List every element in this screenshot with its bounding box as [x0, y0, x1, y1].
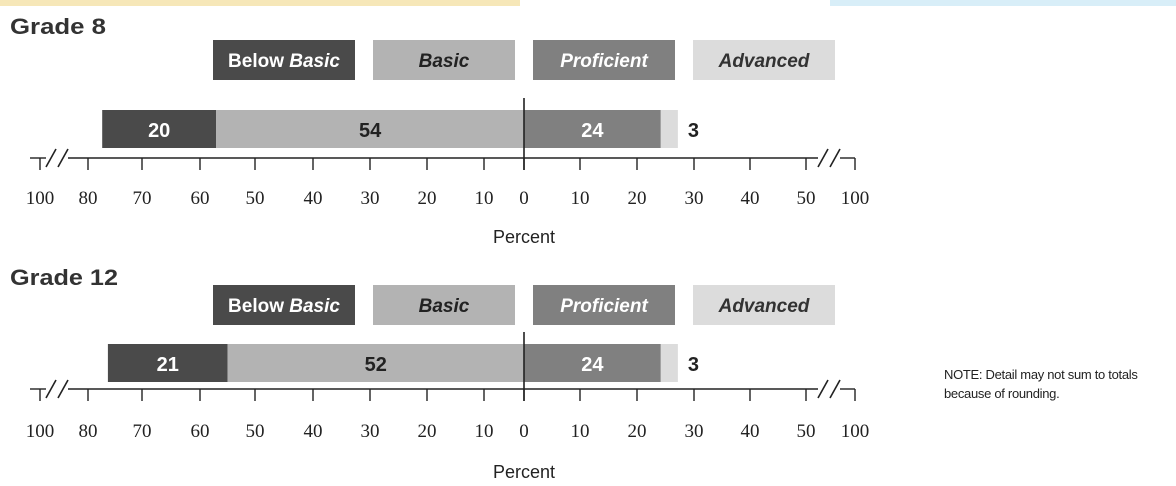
panel-2-tick-label-6: 40	[304, 421, 323, 442]
panel-1-tick-label-6: 40	[304, 188, 323, 209]
panel-2-axis-break-mark-2	[57, 379, 69, 399]
panel-1-tick-label-16: 100	[841, 188, 870, 209]
panel-2-bar-basic	[227, 344, 524, 382]
panel-1-xlabel: Percent	[493, 227, 555, 247]
panel-2-legend-label-2: Basic	[419, 296, 470, 317]
panel-1-tick-label-9: 10	[475, 188, 494, 209]
panel-2-tick-label-8: 20	[418, 421, 437, 442]
panel-1-legend-swatch-1	[213, 40, 355, 80]
panel-1-tick-label-12: 20	[628, 188, 647, 209]
panel-2-tick-label-14: 40	[741, 421, 760, 442]
panel-2-tick-label-5: 50	[246, 421, 265, 442]
panel-2-tick-label-7: 30	[361, 421, 380, 442]
panel-2-axis-break-mark-3	[817, 379, 829, 399]
top-strip-left	[0, 0, 520, 6]
panel-2-legend-swatch-2	[373, 285, 515, 325]
panel-2-tick-label-15: 50	[797, 421, 816, 442]
panel-2-bar-proficient-label: 24	[581, 354, 604, 376]
panel-1-axis-break-mark-3	[817, 148, 829, 168]
panel-2-legend-label-3: Proficient	[560, 296, 648, 317]
panel-1-title: Grade 8	[10, 14, 106, 39]
panel-2-bar-advanced-label: 3	[688, 354, 699, 376]
panel-2-legend-label-1: Below Basic	[228, 296, 340, 317]
panel-1-bar-below-basic	[102, 110, 217, 148]
panel-1-tick-label-11: 10	[571, 188, 590, 209]
panel-1-legend-swatch-3	[533, 40, 675, 80]
panel-1-axis-break-mark-4	[829, 148, 841, 168]
note-text: NOTE: Detail may not sum to totals becau…	[944, 367, 1138, 401]
panel-1-tick-label-14: 40	[741, 188, 760, 209]
panel-2-tick-label-1: 100	[26, 421, 55, 442]
panel-1-tick-label-15: 50	[797, 188, 816, 209]
panel-1-bar-advanced-label: 3	[688, 120, 699, 142]
panel-2-tick-label-16: 100	[841, 421, 870, 442]
panel-1-axis-break-mark-1	[45, 148, 57, 168]
panel-1-bar-below-basic-label: 20	[148, 120, 170, 142]
panel-2-legend-swatch-4	[693, 285, 835, 325]
panel-2-bar-below-basic	[107, 344, 228, 382]
panel-2-legend-label-4: Advanced	[718, 296, 810, 317]
panel-1-legend-label-3: Proficient	[560, 51, 648, 72]
panel-1-legend-swatch-2	[373, 40, 515, 80]
panel-2-bar-proficient	[524, 344, 661, 382]
panel-1-legend-label-1: Below Basic	[228, 51, 340, 72]
panel-1-tick-label-5: 50	[246, 188, 265, 209]
panel-1-bar-proficient-label: 24	[581, 120, 604, 142]
panel-2-axis-break-mark-1	[45, 379, 57, 399]
panel-2-axis-break-mark-4	[829, 379, 841, 399]
panel-1-tick-label-1: 100	[26, 188, 55, 209]
panel-2-legend-swatch-1	[213, 285, 355, 325]
panel-1-legend-swatch-4	[693, 40, 835, 80]
panel-1-bar-basic	[216, 110, 524, 148]
panel-1-tick-label-10: 0	[519, 188, 529, 209]
panel-1-bar-basic-label: 54	[359, 120, 382, 142]
panel-1-tick-label-3: 70	[133, 188, 152, 209]
panel-2-tick-label-4: 60	[191, 421, 210, 442]
panel-2-xlabel: Percent	[493, 462, 555, 482]
panel-1-legend-label-2: Basic	[419, 51, 470, 72]
panel-2-title: Grade 12	[10, 265, 118, 290]
panel-2-legend-swatch-3	[533, 285, 675, 325]
panel-1-legend-label-4: Advanced	[718, 51, 810, 72]
panel-1-tick-label-7: 30	[361, 188, 380, 209]
panel-1-bar-proficient	[524, 110, 661, 148]
panel-2-bar-advanced	[660, 344, 678, 382]
panel-1-tick-label-8: 20	[418, 188, 437, 209]
panel-1-tick-label-4: 60	[191, 188, 210, 209]
panel-1-tick-label-2: 80	[79, 188, 98, 209]
panel-2-tick-label-3: 70	[133, 421, 152, 442]
panel-1-axis-break-mark-2	[57, 148, 69, 168]
panel-2-tick-label-9: 10	[475, 421, 494, 442]
top-strip-right	[830, 0, 1176, 6]
panel-2-bar-below-basic-label: 21	[157, 354, 179, 376]
panel-2-tick-label-12: 20	[628, 421, 647, 442]
panel-2-tick-label-2: 80	[79, 421, 98, 442]
panel-1-tick-label-13: 30	[685, 188, 704, 209]
panel-2-bar-basic-label: 52	[365, 354, 387, 376]
panel-2-tick-label-13: 30	[685, 421, 704, 442]
panel-2-tick-label-10: 0	[519, 421, 529, 442]
panel-1-bar-advanced	[660, 110, 678, 148]
panel-2-tick-label-11: 10	[571, 421, 590, 442]
